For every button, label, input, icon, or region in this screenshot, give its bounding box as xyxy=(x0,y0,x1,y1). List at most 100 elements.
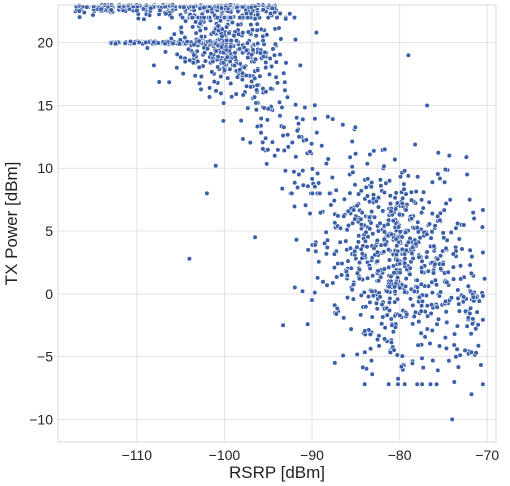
data-point xyxy=(245,29,251,35)
data-point xyxy=(300,182,306,188)
data-point xyxy=(210,29,217,36)
data-point xyxy=(260,37,266,44)
data-point xyxy=(429,327,435,334)
data-point xyxy=(404,311,410,317)
data-point xyxy=(430,270,437,276)
data-point xyxy=(282,79,288,85)
data-point xyxy=(215,23,221,29)
data-point xyxy=(414,225,420,231)
data-point xyxy=(324,282,330,288)
data-point xyxy=(392,284,398,290)
data-point xyxy=(408,189,415,195)
data-point xyxy=(444,319,450,326)
data-point xyxy=(217,18,223,24)
data-point xyxy=(225,75,231,81)
data-points xyxy=(72,2,488,423)
data-point xyxy=(186,256,192,262)
data-point xyxy=(364,193,371,199)
data-point xyxy=(405,239,412,245)
data-point xyxy=(324,237,331,243)
data-point xyxy=(416,254,422,260)
data-point xyxy=(309,190,316,196)
data-point xyxy=(365,275,371,281)
data-point xyxy=(451,379,457,385)
x-tick-label: −110 xyxy=(122,447,153,463)
data-point xyxy=(136,39,142,46)
data-point xyxy=(237,67,243,73)
data-point xyxy=(144,45,150,51)
data-point xyxy=(340,122,346,128)
data-point xyxy=(134,8,140,14)
data-point xyxy=(381,236,387,242)
data-point xyxy=(151,62,157,69)
data-point xyxy=(413,188,419,195)
data-point xyxy=(437,175,443,182)
data-point xyxy=(429,211,435,217)
data-point xyxy=(382,146,388,152)
data-point xyxy=(363,184,369,190)
data-point xyxy=(331,251,338,257)
data-point xyxy=(402,255,408,262)
data-point xyxy=(428,235,434,241)
data-point xyxy=(171,31,177,37)
data-point xyxy=(455,220,461,227)
data-point xyxy=(403,283,409,290)
data-point xyxy=(396,212,403,218)
data-point xyxy=(252,16,258,22)
data-point xyxy=(475,343,482,349)
data-point xyxy=(476,298,482,304)
data-point xyxy=(349,164,355,170)
data-point xyxy=(381,249,387,255)
data-point xyxy=(442,335,449,341)
data-point xyxy=(453,225,459,231)
data-point xyxy=(429,179,436,185)
data-point xyxy=(368,346,374,352)
data-point xyxy=(352,216,358,222)
data-point xyxy=(410,255,416,262)
data-point xyxy=(390,218,396,224)
data-point xyxy=(354,351,360,358)
data-point xyxy=(369,371,375,377)
data-point xyxy=(426,221,433,227)
data-point xyxy=(277,51,283,58)
data-point xyxy=(424,231,430,237)
data-point xyxy=(424,254,430,260)
data-point xyxy=(374,249,381,255)
data-point xyxy=(193,19,199,25)
data-point xyxy=(213,88,219,94)
y-tick-label: 10 xyxy=(37,160,53,176)
data-point xyxy=(463,154,470,160)
data-point xyxy=(329,174,336,181)
data-point xyxy=(196,80,203,86)
data-point xyxy=(252,75,258,81)
data-point xyxy=(309,176,315,182)
data-point xyxy=(469,254,475,260)
data-point xyxy=(352,124,358,130)
data-point xyxy=(370,293,377,299)
data-point xyxy=(218,44,225,50)
data-point xyxy=(195,58,201,65)
data-point xyxy=(382,325,388,331)
data-point xyxy=(254,27,260,33)
data-point xyxy=(211,78,217,85)
data-point xyxy=(405,173,411,179)
data-point xyxy=(218,5,225,11)
data-point xyxy=(393,236,399,242)
data-point xyxy=(473,350,479,356)
data-point xyxy=(354,270,361,276)
data-point xyxy=(387,201,394,207)
data-point xyxy=(394,243,400,249)
data-point xyxy=(269,139,276,145)
data-point xyxy=(432,277,439,283)
data-point xyxy=(281,147,287,154)
data-point xyxy=(317,210,324,216)
data-point xyxy=(446,153,452,159)
data-point xyxy=(214,15,220,21)
data-point xyxy=(455,364,462,370)
data-point xyxy=(294,128,300,134)
data-point xyxy=(378,183,384,189)
data-point xyxy=(427,340,433,347)
data-point xyxy=(277,10,283,17)
data-point xyxy=(391,347,397,353)
y-axis-label: TX Power [dBm] xyxy=(2,162,21,286)
